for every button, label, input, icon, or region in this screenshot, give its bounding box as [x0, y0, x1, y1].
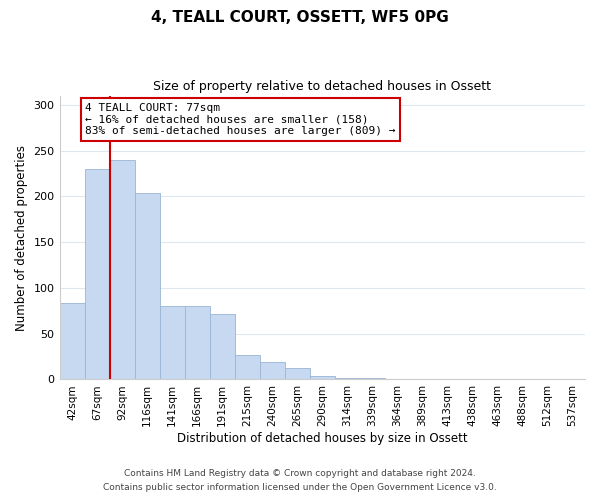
- Title: Size of property relative to detached houses in Ossett: Size of property relative to detached ho…: [153, 80, 491, 93]
- Bar: [235, 354, 260, 380]
- Bar: [209, 314, 235, 380]
- X-axis label: Distribution of detached houses by size in Ossett: Distribution of detached houses by size …: [177, 432, 467, 445]
- Y-axis label: Number of detached properties: Number of detached properties: [15, 144, 28, 330]
- Bar: [560, 378, 585, 380]
- Bar: [260, 362, 285, 380]
- Bar: [160, 306, 185, 380]
- Text: 4, TEALL COURT, OSSETT, WF5 0PG: 4, TEALL COURT, OSSETT, WF5 0PG: [151, 10, 449, 25]
- Bar: [85, 169, 110, 380]
- Bar: [310, 376, 335, 380]
- Bar: [134, 192, 160, 380]
- Bar: [285, 368, 310, 380]
- Bar: [360, 378, 385, 380]
- Bar: [59, 304, 85, 380]
- Bar: [385, 378, 410, 380]
- Text: Contains public sector information licensed under the Open Government Licence v3: Contains public sector information licen…: [103, 484, 497, 492]
- Text: Contains HM Land Registry data © Crown copyright and database right 2024.: Contains HM Land Registry data © Crown c…: [124, 468, 476, 477]
- Bar: [335, 378, 360, 380]
- Text: 4 TEALL COURT: 77sqm
← 16% of detached houses are smaller (158)
83% of semi-deta: 4 TEALL COURT: 77sqm ← 16% of detached h…: [85, 103, 395, 136]
- Bar: [185, 306, 209, 380]
- Bar: [110, 160, 134, 380]
